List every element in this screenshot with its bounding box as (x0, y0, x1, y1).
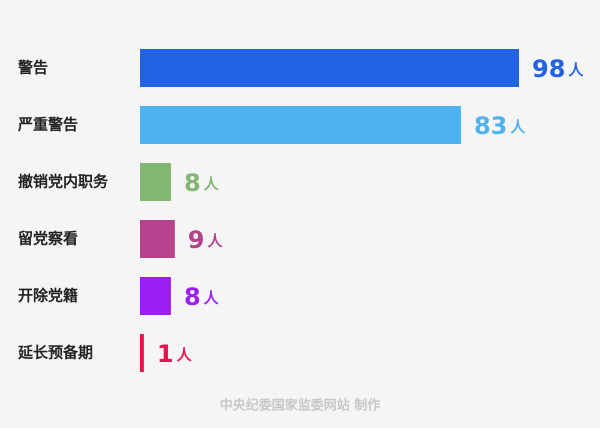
bar (140, 334, 144, 372)
value-label: 83 人 (474, 112, 526, 140)
value-label: 98 人 (532, 55, 584, 83)
bar (140, 277, 171, 315)
category-label: 撤销党内职务 (18, 173, 109, 191)
category-label: 警告 (17, 59, 48, 77)
source: 中央纪委国家监委网站 制作 (220, 398, 381, 414)
bar (140, 163, 171, 201)
category-label: 留党察看 (18, 230, 78, 248)
bar (140, 49, 519, 87)
bar (140, 220, 175, 258)
category-label: 开除党籍 (18, 287, 78, 305)
category-label: 延长预备期 (17, 344, 93, 362)
category-label: 严重警告 (17, 116, 78, 134)
bar (140, 106, 461, 144)
